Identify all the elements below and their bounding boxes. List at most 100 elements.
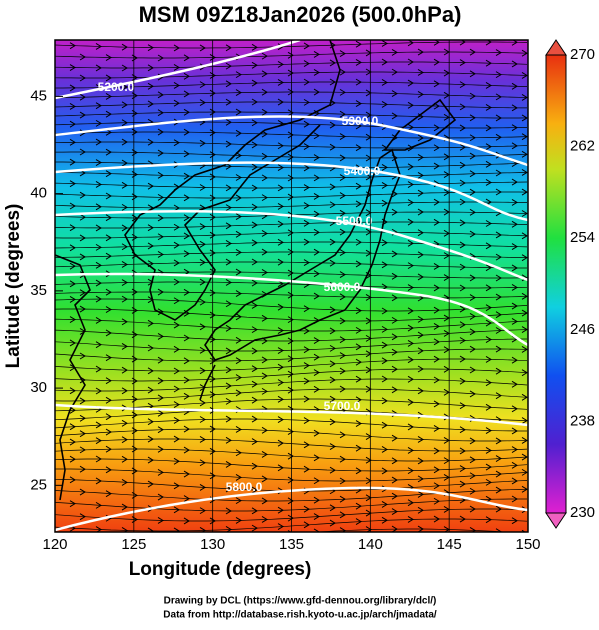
flow-arrow (69, 316, 76, 323)
flow-arrow (251, 61, 258, 69)
flow-arrow (287, 337, 294, 345)
flow-arrow (391, 386, 398, 394)
flow-arrow (459, 143, 466, 151)
flow-arrow (485, 198, 492, 206)
flow-arrow (511, 178, 518, 186)
flow-arrow (495, 93, 502, 101)
flow-arrow (433, 80, 440, 88)
flow-arrow (121, 318, 128, 326)
flow-arrow (79, 93, 86, 101)
flow-arrow (261, 314, 268, 322)
flow-arrow (355, 100, 362, 108)
flow-arrow (365, 154, 372, 162)
flow-arrow (235, 374, 242, 381)
flow-arrow (433, 482, 440, 490)
flow-arrow (469, 70, 476, 78)
contour-line (55, 272, 528, 347)
flow-arrow (407, 181, 414, 188)
contour-label: 5300.0 (342, 114, 379, 128)
flow-arrow (183, 357, 190, 365)
flow-arrow (433, 198, 440, 206)
flow-arrow (407, 123, 414, 131)
flow-arrow (469, 92, 476, 100)
flow-arrow (469, 313, 476, 320)
flow-arrow (95, 421, 102, 429)
flow-arrow (339, 68, 346, 76)
flow-arrow (235, 213, 242, 221)
flow-arrow (209, 472, 216, 480)
flow-arrow (459, 241, 466, 249)
flow-arrow (209, 173, 216, 181)
flow-arrow (209, 311, 216, 319)
flow-arrow (209, 89, 216, 97)
flow-arrow (183, 214, 190, 222)
colorbar-min-triangle (545, 512, 567, 529)
flow-arrow (303, 238, 310, 246)
flow-arrow (329, 376, 336, 384)
flow-arrow (391, 492, 398, 500)
flow-arrow (329, 238, 336, 246)
flow-arrow (209, 108, 216, 116)
flow-arrow (277, 258, 284, 266)
x-tick-label: 125 (121, 536, 146, 553)
flow-arrow (303, 202, 310, 210)
flow-arrow (511, 477, 518, 485)
flow-arrow (79, 148, 86, 156)
flow-arrow (95, 501, 102, 509)
flow-arrow (469, 274, 476, 282)
flow-arrow (199, 416, 206, 423)
flow-arrow (157, 171, 164, 179)
flow-arrow (365, 433, 372, 440)
flow-arrow (235, 194, 242, 202)
flow-arrow (209, 447, 216, 455)
flow-arrow (391, 348, 398, 356)
flow-arrow (381, 325, 388, 333)
flow-arrow (287, 109, 294, 117)
flow-arrow (355, 358, 362, 366)
flow-arrow (199, 436, 206, 443)
flow-arrow (251, 258, 258, 266)
flow-arrow (355, 238, 362, 246)
flow-arrow (391, 525, 398, 532)
flow-arrow (225, 222, 232, 230)
flow-arrow (417, 490, 424, 498)
flow-arrow (469, 134, 476, 142)
flow-arrow (287, 229, 294, 237)
flow-arrow (511, 446, 518, 453)
flow-arrow (147, 82, 154, 90)
flow-arrow (235, 152, 242, 159)
flow-arrow (79, 465, 86, 473)
flow-arrow (339, 527, 346, 532)
flow-arrow (262, 531, 263, 532)
flow-arrow (495, 114, 502, 122)
flow-arrow (313, 69, 320, 76)
flow-arrow (209, 231, 216, 239)
flow-arrow (251, 203, 258, 211)
flow-arrow (469, 527, 476, 532)
flow-arrow (303, 377, 310, 385)
flow-arrow (69, 224, 76, 232)
flow-arrow (329, 466, 336, 474)
flow-arrow (79, 513, 86, 521)
flow-arrow (381, 341, 388, 349)
flow-arrow (433, 425, 440, 432)
flow-arrow (147, 319, 154, 327)
contour-label: 5400.0 (344, 164, 381, 178)
flow-arrow (287, 386, 294, 394)
flow-arrow (261, 387, 268, 395)
flow-arrow (183, 232, 190, 240)
flow-arrow (381, 100, 388, 108)
flow-arrow (485, 478, 492, 486)
flow-arrow (469, 152, 476, 160)
flow-arrow (391, 508, 398, 515)
flow-arrow (95, 455, 102, 463)
flow-arrow (261, 230, 268, 237)
flow-arrow (105, 54, 112, 61)
flow-arrow (511, 427, 518, 435)
flow-arrow (469, 390, 476, 398)
flow-arrow (251, 365, 258, 373)
flow-arrow (391, 68, 398, 76)
flow-arrow (391, 48, 398, 56)
flow-arrow (511, 104, 518, 112)
flow-arrow (417, 331, 424, 339)
